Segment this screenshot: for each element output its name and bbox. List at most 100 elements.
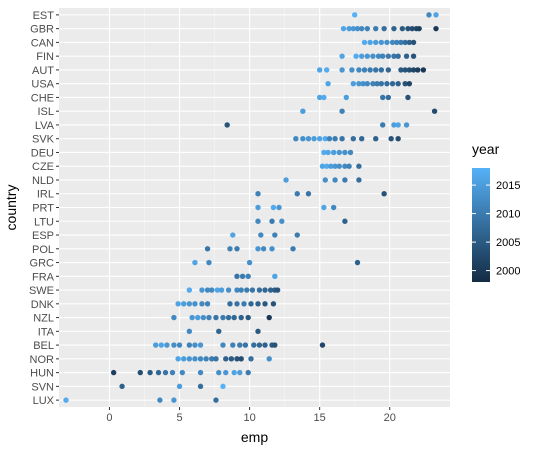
data-point bbox=[370, 80, 376, 87]
x-tick-label: 5 bbox=[176, 412, 182, 424]
data-point bbox=[350, 80, 357, 87]
data-point bbox=[328, 163, 334, 169]
data-point bbox=[157, 397, 163, 403]
data-point bbox=[321, 94, 327, 101]
y-tick-label: EST bbox=[33, 10, 55, 22]
data-point bbox=[262, 301, 268, 307]
data-point bbox=[389, 39, 396, 46]
data-point bbox=[181, 356, 187, 362]
data-point bbox=[356, 67, 362, 73]
data-point bbox=[354, 25, 361, 32]
data-point bbox=[234, 356, 240, 362]
legend-tick-label: 2010 bbox=[496, 209, 520, 221]
data-point bbox=[381, 25, 387, 32]
data-point bbox=[270, 301, 277, 307]
data-point bbox=[391, 122, 397, 128]
data-point bbox=[209, 356, 215, 362]
data-point bbox=[197, 356, 204, 362]
data-point bbox=[234, 273, 240, 279]
data-point bbox=[231, 369, 237, 376]
data-point bbox=[342, 218, 348, 224]
data-point bbox=[370, 53, 376, 59]
data-point bbox=[237, 369, 243, 376]
data-point bbox=[246, 259, 253, 266]
data-point bbox=[391, 53, 397, 59]
data-point bbox=[216, 369, 222, 376]
data-point bbox=[316, 94, 323, 101]
data-point bbox=[248, 356, 254, 362]
data-point bbox=[230, 232, 236, 238]
y-tick-label: GBR bbox=[30, 24, 54, 36]
data-point bbox=[255, 328, 261, 335]
data-point bbox=[274, 287, 281, 293]
data-point bbox=[350, 25, 357, 32]
data-point bbox=[343, 94, 349, 101]
data-point bbox=[224, 122, 230, 128]
data-point bbox=[346, 163, 352, 169]
data-point bbox=[200, 314, 207, 321]
data-point bbox=[406, 39, 413, 46]
legend-tick-label: 2005 bbox=[496, 237, 520, 249]
data-point bbox=[293, 136, 299, 142]
data-point bbox=[367, 67, 373, 73]
data-point bbox=[405, 94, 411, 101]
data-point bbox=[238, 356, 244, 362]
data-point bbox=[220, 342, 226, 348]
data-point bbox=[339, 67, 345, 73]
data-point bbox=[349, 67, 355, 73]
data-point bbox=[223, 356, 229, 362]
data-point bbox=[238, 314, 244, 321]
data-point bbox=[380, 122, 386, 128]
data-point bbox=[364, 53, 371, 59]
y-tick-label: NZL bbox=[33, 313, 54, 325]
legend: year 2000 2005 2010 2015 bbox=[472, 141, 520, 282]
y-tick-label: LUX bbox=[33, 395, 55, 407]
data-point bbox=[227, 246, 233, 252]
data-point bbox=[179, 369, 186, 376]
data-point bbox=[209, 287, 215, 293]
data-point bbox=[409, 25, 415, 32]
data-point bbox=[245, 273, 251, 279]
data-point bbox=[241, 301, 247, 307]
data-point bbox=[378, 80, 385, 87]
y-tick-label: LVA bbox=[35, 120, 55, 132]
x-tick-label: 15 bbox=[314, 412, 326, 424]
data-point bbox=[360, 80, 366, 87]
y-axis-title: country bbox=[3, 185, 19, 231]
data-point bbox=[294, 191, 300, 197]
data-point bbox=[244, 287, 250, 293]
data-point bbox=[119, 383, 125, 390]
data-point bbox=[354, 259, 361, 266]
data-point bbox=[255, 191, 261, 197]
data-point bbox=[223, 369, 229, 376]
data-point bbox=[325, 80, 331, 87]
data-point bbox=[322, 177, 328, 183]
legend-title: year bbox=[472, 141, 500, 157]
data-point bbox=[175, 356, 181, 362]
y-tick-label: LTU bbox=[34, 216, 54, 228]
data-point bbox=[260, 246, 267, 252]
data-point bbox=[245, 369, 251, 376]
data-point bbox=[353, 53, 359, 59]
data-point bbox=[402, 39, 408, 46]
y-tick-label: FRA bbox=[32, 271, 55, 283]
data-point bbox=[162, 369, 169, 376]
data-point bbox=[332, 177, 338, 183]
data-point bbox=[395, 80, 401, 87]
data-point bbox=[137, 369, 143, 376]
data-point bbox=[359, 136, 365, 142]
data-point bbox=[336, 149, 342, 156]
data-point bbox=[171, 314, 177, 321]
data-point bbox=[203, 356, 209, 362]
data-point bbox=[204, 287, 211, 293]
data-point bbox=[326, 136, 333, 142]
y-tick-label: SVN bbox=[31, 381, 54, 393]
data-point bbox=[352, 12, 358, 18]
data-point bbox=[395, 122, 401, 128]
y-tick-label: CHE bbox=[31, 92, 54, 104]
data-point bbox=[269, 218, 275, 224]
data-point bbox=[186, 287, 193, 293]
data-point bbox=[186, 356, 193, 362]
data-point bbox=[171, 397, 177, 403]
